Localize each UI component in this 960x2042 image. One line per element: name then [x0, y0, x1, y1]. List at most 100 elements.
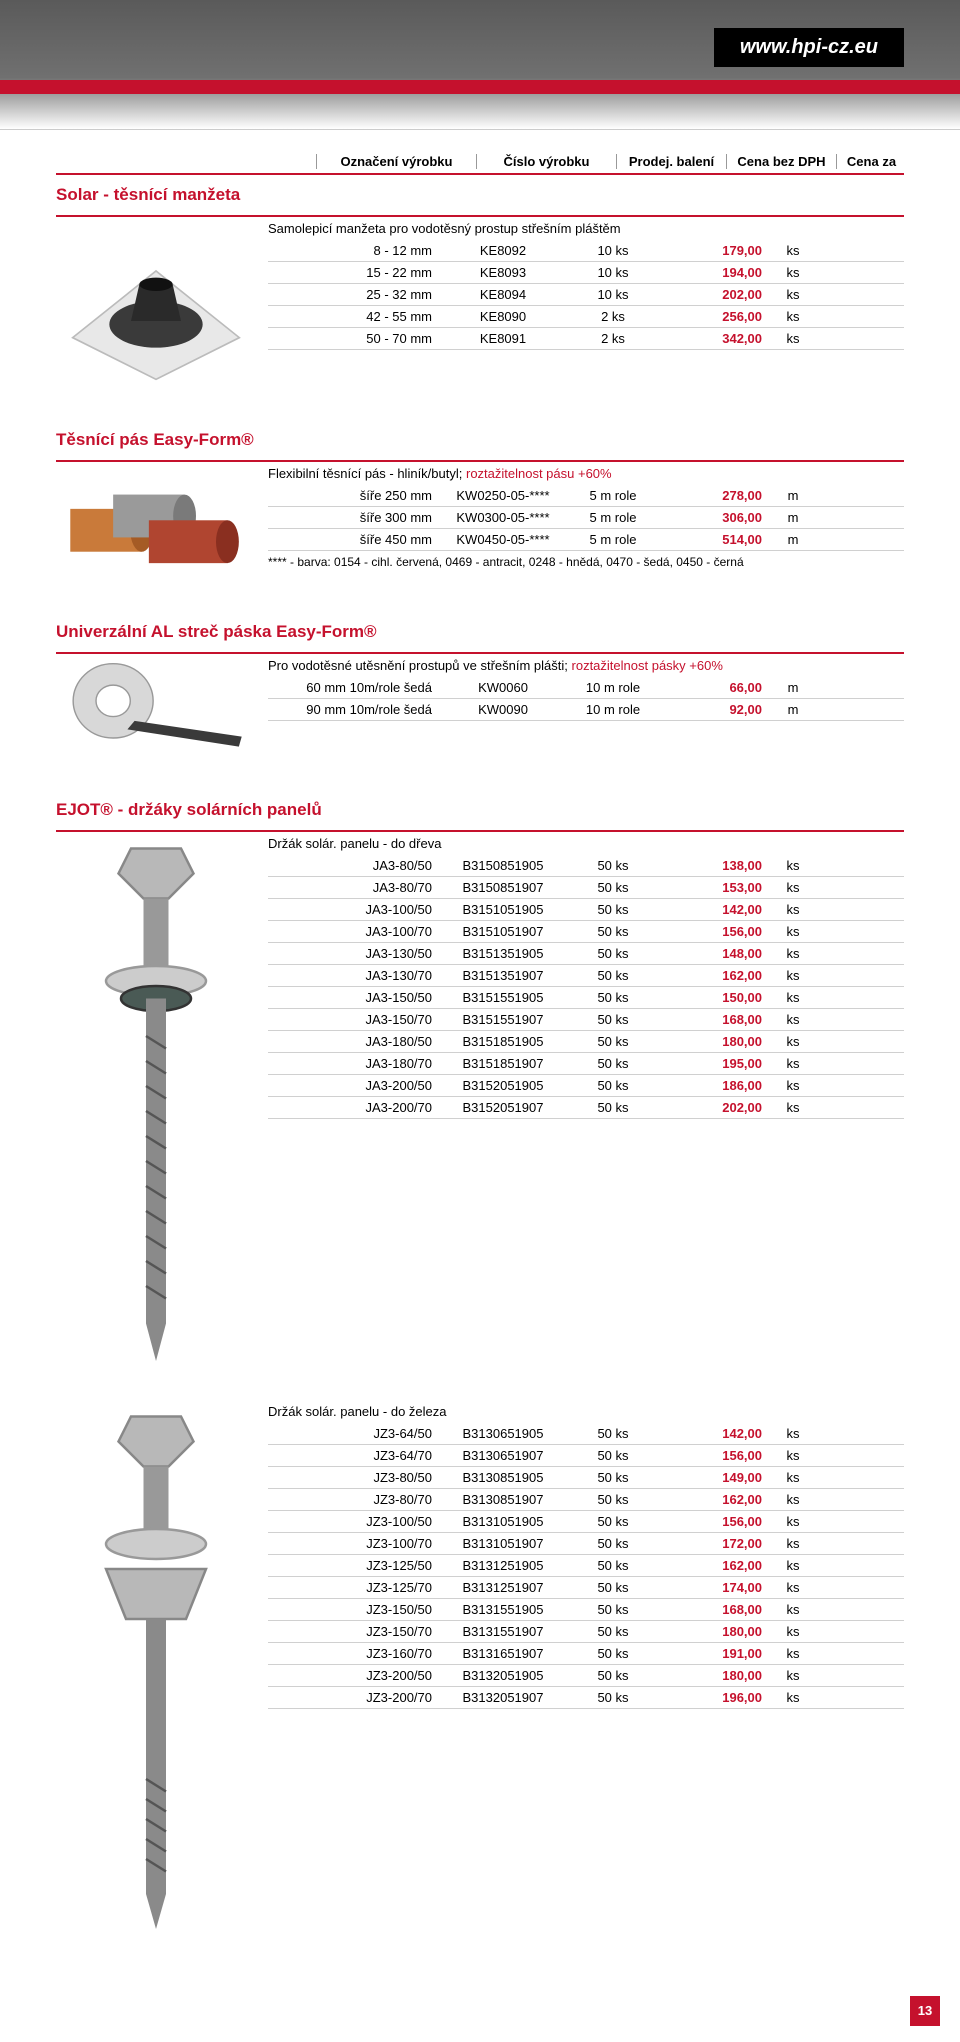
table-row: JZ3-125/70 B3131251907 50 ks 174,00 ks: [268, 1577, 904, 1599]
page-number: 13: [910, 1996, 940, 2026]
cell-name: JZ3-125/50: [268, 1557, 438, 1574]
cell-code: B3152051905: [438, 1077, 568, 1094]
cell-name: JZ3-200/70: [268, 1689, 438, 1706]
cell-price: 202,00: [658, 286, 768, 303]
cell-pack: 50 ks: [568, 945, 658, 962]
cell-pack: 50 ks: [568, 1425, 658, 1442]
cell-code: B3151851905: [438, 1033, 568, 1050]
cell-unit: ks: [768, 1491, 818, 1508]
cell-pack: 50 ks: [568, 1645, 658, 1662]
cell-code: B3151551905: [438, 989, 568, 1006]
cell-pack: 50 ks: [568, 1469, 658, 1486]
cell-price: 162,00: [658, 967, 768, 984]
cell-name: JA3-80/70: [268, 879, 438, 896]
cell-name: šíře 300 mm: [268, 509, 438, 526]
cell-price: 142,00: [658, 901, 768, 918]
table-row: JA3-130/70 B3151351907 50 ks 162,00 ks: [268, 965, 904, 987]
subtitle-plain: Flexibilní těsnící pás - hliník/butyl;: [268, 466, 466, 481]
product-screw-steel-icon: [56, 1404, 256, 1954]
cell-name: JA3-100/70: [268, 923, 438, 940]
table-row: JZ3-80/70 B3130851907 50 ks 162,00 ks: [268, 1489, 904, 1511]
cell-price: 92,00: [658, 701, 768, 718]
cell-name: JZ3-80/70: [268, 1491, 438, 1508]
table-row: JZ3-100/70 B3131051907 50 ks 172,00 ks: [268, 1533, 904, 1555]
cell-price: 179,00: [658, 242, 768, 259]
cell-code: B3151051907: [438, 923, 568, 940]
cell-name: JA3-130/50: [268, 945, 438, 962]
cell-price: 191,00: [658, 1645, 768, 1662]
table-row: JZ3-125/50 B3131251905 50 ks 162,00 ks: [268, 1555, 904, 1577]
cell-name: JZ3-100/50: [268, 1513, 438, 1530]
table-row: JZ3-80/50 B3130851905 50 ks 149,00 ks: [268, 1467, 904, 1489]
header-pack: Prodej. balení: [616, 154, 726, 169]
cell-unit: ks: [768, 1447, 818, 1464]
cell-pack: 50 ks: [568, 879, 658, 896]
cell-unit: ks: [768, 1033, 818, 1050]
cell-name: JA3-100/50: [268, 901, 438, 918]
cell-pack: 10 ks: [568, 242, 658, 259]
cell-pack: 50 ks: [568, 1557, 658, 1574]
cell-unit: ks: [768, 857, 818, 874]
subtitle-plain: Pro vodotěsné utěsnění prostupů ve střeš…: [268, 658, 572, 673]
cell-code: KE8091: [438, 330, 568, 347]
cell-unit: ks: [768, 1513, 818, 1530]
cell-pack: 50 ks: [568, 1535, 658, 1552]
cell-name: 15 - 22 mm: [268, 264, 438, 281]
product-table: Držák solár. panelu - do železa JZ3-64/5…: [268, 1404, 904, 1954]
cell-pack: 5 m role: [568, 487, 658, 504]
table-subtitle: Pro vodotěsné utěsnění prostupů ve střeš…: [268, 658, 904, 673]
section-divider: [56, 652, 904, 654]
cell-name: 50 - 70 mm: [268, 330, 438, 347]
cell-pack: 50 ks: [568, 1601, 658, 1618]
cell-name: JA3-80/50: [268, 857, 438, 874]
table-row: 60 mm 10m/role šedá KW0060 10 m role 66,…: [268, 677, 904, 699]
product-tape-icon: [56, 658, 256, 758]
subtitle-plain: Držák solár. panelu - do železa: [268, 1404, 446, 1419]
table-row: JZ3-200/50 B3132051905 50 ks 180,00 ks: [268, 1665, 904, 1687]
cell-price: 180,00: [658, 1623, 768, 1640]
section-block: Pro vodotěsné utěsnění prostupů ve střeš…: [56, 658, 904, 758]
cell-pack: 10 ks: [568, 286, 658, 303]
cell-pack: 50 ks: [568, 1055, 658, 1072]
cell-code: B3130651905: [438, 1425, 568, 1442]
cell-code: B3130851907: [438, 1491, 568, 1508]
product-table: Držák solár. panelu - do dřeva JA3-80/50…: [268, 836, 904, 1386]
cell-price: 156,00: [658, 1447, 768, 1464]
cell-name: 25 - 32 mm: [268, 286, 438, 303]
cell-code: KW0300-05-****: [438, 509, 568, 526]
table-row: 8 - 12 mm KE8092 10 ks 179,00 ks: [268, 240, 904, 262]
cell-unit: m: [768, 487, 818, 504]
cell-code: B3152051907: [438, 1099, 568, 1116]
section-divider: [56, 460, 904, 462]
cell-code: B3150851905: [438, 857, 568, 874]
table-row: 25 - 32 mm KE8094 10 ks 202,00 ks: [268, 284, 904, 306]
table-subtitle: Samolepicí manžeta pro vodotěsný prostup…: [268, 221, 904, 236]
section-block: Držák solár. panelu - do dřeva JA3-80/50…: [56, 836, 904, 1386]
cell-unit: ks: [768, 1077, 818, 1094]
section-title: Těsnící pás Easy-Form®: [56, 430, 904, 450]
cell-unit: ks: [768, 901, 818, 918]
cell-pack: 50 ks: [568, 1513, 658, 1530]
product-table: Pro vodotěsné utěsnění prostupů ve střeš…: [268, 658, 904, 758]
cell-code: B3150851907: [438, 879, 568, 896]
cell-name: 90 mm 10m/role šedá: [268, 701, 438, 718]
cell-code: B3131251905: [438, 1557, 568, 1574]
cell-unit: ks: [768, 1425, 818, 1442]
cell-price: 180,00: [658, 1033, 768, 1050]
cell-price: 148,00: [658, 945, 768, 962]
cell-unit: ks: [768, 286, 818, 303]
cell-price: 306,00: [658, 509, 768, 526]
cell-price: 174,00: [658, 1579, 768, 1596]
cell-unit: ks: [768, 989, 818, 1006]
cell-price: 168,00: [658, 1601, 768, 1618]
cell-price: 153,00: [658, 879, 768, 896]
cell-unit: ks: [768, 1645, 818, 1662]
header-unit: Cena za: [836, 154, 906, 169]
table-subtitle: Flexibilní těsnící pás - hliník/butyl; r…: [268, 466, 904, 481]
red-band-decor: [0, 80, 960, 94]
cell-pack: 2 ks: [568, 308, 658, 325]
section-divider: [56, 830, 904, 832]
cell-unit: ks: [768, 967, 818, 984]
cell-pack: 50 ks: [568, 923, 658, 940]
table-row: JZ3-200/70 B3132051907 50 ks 196,00 ks: [268, 1687, 904, 1709]
